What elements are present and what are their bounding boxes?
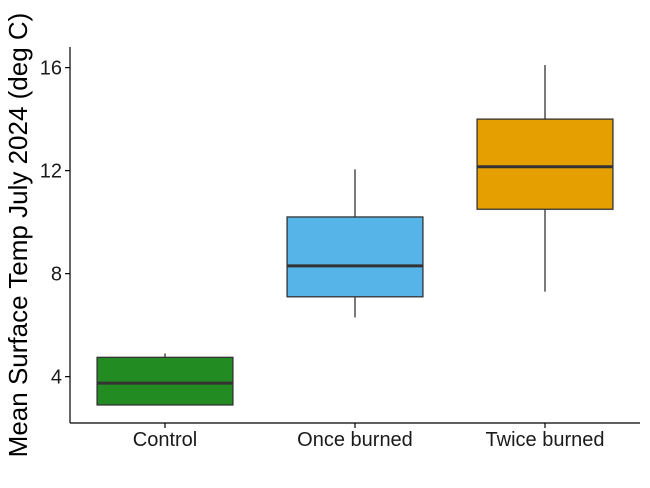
y-tick-label: 16 <box>40 58 62 80</box>
box-rect <box>96 356 234 406</box>
x-tick-label: Twice burned <box>486 429 605 451</box>
y-tick-label: 4 <box>51 367 62 389</box>
x-tick-label: Once burned <box>297 429 413 451</box>
x-ticks: Control Once burned Twice burned <box>133 423 605 451</box>
y-axis-title: Mean Surface Temp July 2024 (deg C) <box>3 13 33 458</box>
box-control <box>96 353 234 406</box>
box-rect <box>476 118 614 210</box>
boxes-layer <box>96 65 614 406</box>
y-tick-label: 8 <box>51 264 62 286</box>
y-ticks: 4 8 12 16 <box>40 58 70 389</box>
y-tick-label: 12 <box>40 161 62 183</box>
box-once-burned <box>286 169 424 318</box>
box-rect <box>286 216 424 298</box>
x-tick-label: Control <box>133 429 197 451</box>
box-twice-burned <box>476 65 614 292</box>
